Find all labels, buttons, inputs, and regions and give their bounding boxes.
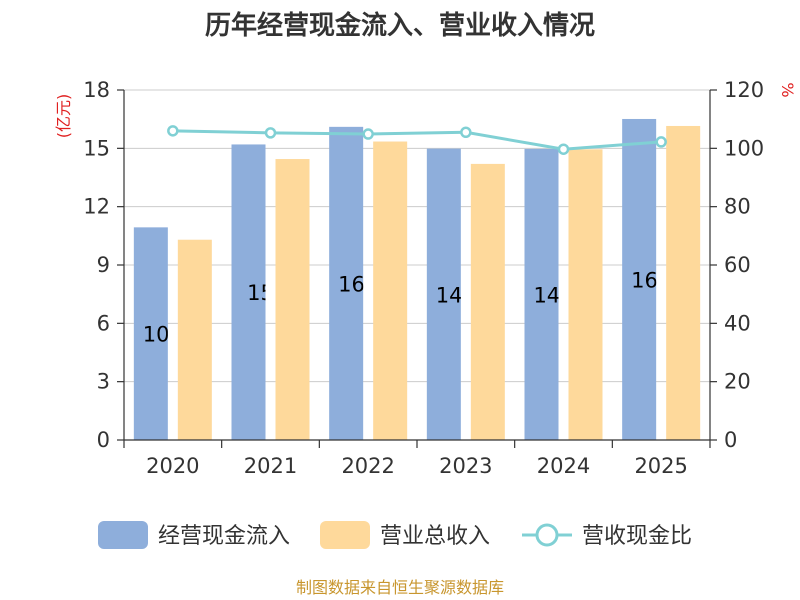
legend[interactable]: 经营现金流入 营业总收入 营收现金比 bbox=[98, 521, 692, 549]
x-tick-label: 2022 bbox=[341, 454, 394, 478]
bar-revenue-2024[interactable] bbox=[568, 149, 603, 441]
bar-revenue-2025[interactable] bbox=[666, 125, 701, 440]
ratio-point[interactable] bbox=[167, 125, 179, 137]
bar-cash-inflow-2022[interactable] bbox=[329, 126, 364, 440]
data-source-note: 制图数据来自恒生聚源数据库 bbox=[296, 578, 504, 597]
bar-value-label: 16.10 bbox=[338, 272, 398, 296]
right-tick-label: 60 bbox=[724, 253, 751, 277]
bar-revenue-2021[interactable] bbox=[275, 159, 310, 440]
x-tick-label: 2024 bbox=[537, 454, 590, 478]
bar-cash-inflow-2023[interactable] bbox=[426, 148, 461, 440]
right-tick-label: 0 bbox=[724, 428, 737, 452]
bar-value-label: 14.98 bbox=[436, 283, 496, 307]
legend-item-2[interactable]: 营业总收入 bbox=[320, 521, 490, 549]
left-tick-label: 9 bbox=[97, 253, 110, 277]
legend-swatch bbox=[98, 521, 148, 549]
right-axis-unit: % bbox=[778, 82, 797, 97]
left-tick-label: 12 bbox=[83, 195, 110, 219]
right-tick-label: 40 bbox=[724, 311, 751, 335]
bar-value-label: 16.51 bbox=[631, 268, 691, 292]
bar-revenue-2023[interactable] bbox=[470, 163, 505, 440]
ratio-point[interactable] bbox=[655, 136, 667, 148]
left-tick-label: 3 bbox=[97, 370, 110, 394]
right-tick-label: 120 bbox=[724, 78, 764, 102]
bar-value-label: 14.97 bbox=[533, 283, 593, 307]
bar-cash-inflow-2020[interactable] bbox=[133, 227, 168, 440]
ratio-point[interactable] bbox=[460, 126, 472, 139]
right-tick-label: 100 bbox=[724, 136, 764, 160]
bar-revenue-2020[interactable] bbox=[177, 239, 212, 440]
bar-revenue-2022[interactable] bbox=[373, 141, 408, 440]
legend-label: 营业总收入 bbox=[380, 524, 490, 549]
legend-label: 经营现金流入 bbox=[158, 524, 290, 549]
bar-cash-inflow-2025[interactable] bbox=[622, 118, 657, 440]
bar-cash-inflow-2024[interactable] bbox=[524, 148, 559, 440]
x-tick-label: 2025 bbox=[634, 454, 687, 478]
ratio-point[interactable] bbox=[264, 127, 277, 139]
chart-title: 历年经营现金流入、营业收入情况 bbox=[205, 10, 595, 41]
legend-item-1[interactable]: 经营现金流入 bbox=[98, 521, 290, 549]
bars bbox=[133, 118, 701, 441]
x-tick-label: 2021 bbox=[244, 454, 297, 478]
right-tick-label: 20 bbox=[724, 370, 751, 394]
left-tick-label: 0 bbox=[97, 428, 110, 452]
left-tick-label: 18 bbox=[83, 78, 110, 102]
legend-marker bbox=[535, 523, 559, 547]
right-tick-label: 80 bbox=[724, 195, 751, 219]
bar-cash-inflow-2021[interactable] bbox=[231, 144, 266, 440]
ratio-point[interactable] bbox=[557, 143, 570, 155]
legend-label: 营收现金比 bbox=[582, 524, 692, 549]
ratio-point[interactable] bbox=[362, 128, 374, 140]
axes: 0 3 6 9 12 15 18 0 20 40 60 80 100 120 2020 2021 2022 202… bbox=[83, 78, 764, 478]
x-tick-label: 2023 bbox=[439, 454, 492, 478]
grid-lines bbox=[124, 89, 710, 383]
left-axis-unit: (亿元) bbox=[54, 94, 73, 139]
ratio-line-path bbox=[172, 129, 662, 151]
legend-item-3[interactable]: 营收现金比 bbox=[522, 523, 692, 549]
left-tick-label: 15 bbox=[83, 136, 110, 160]
bar-value-labels: 10.93 15.2 16.10 14.98 14.97 16.51 bbox=[143, 268, 691, 347]
left-tick-label: 6 bbox=[97, 311, 110, 335]
ratio-line bbox=[167, 125, 667, 155]
bar-value-label: 10.93 bbox=[143, 323, 203, 347]
x-tick-label: 2020 bbox=[146, 454, 199, 478]
bar-value-label: 15.2 bbox=[247, 281, 294, 305]
legend-swatch bbox=[320, 521, 370, 549]
